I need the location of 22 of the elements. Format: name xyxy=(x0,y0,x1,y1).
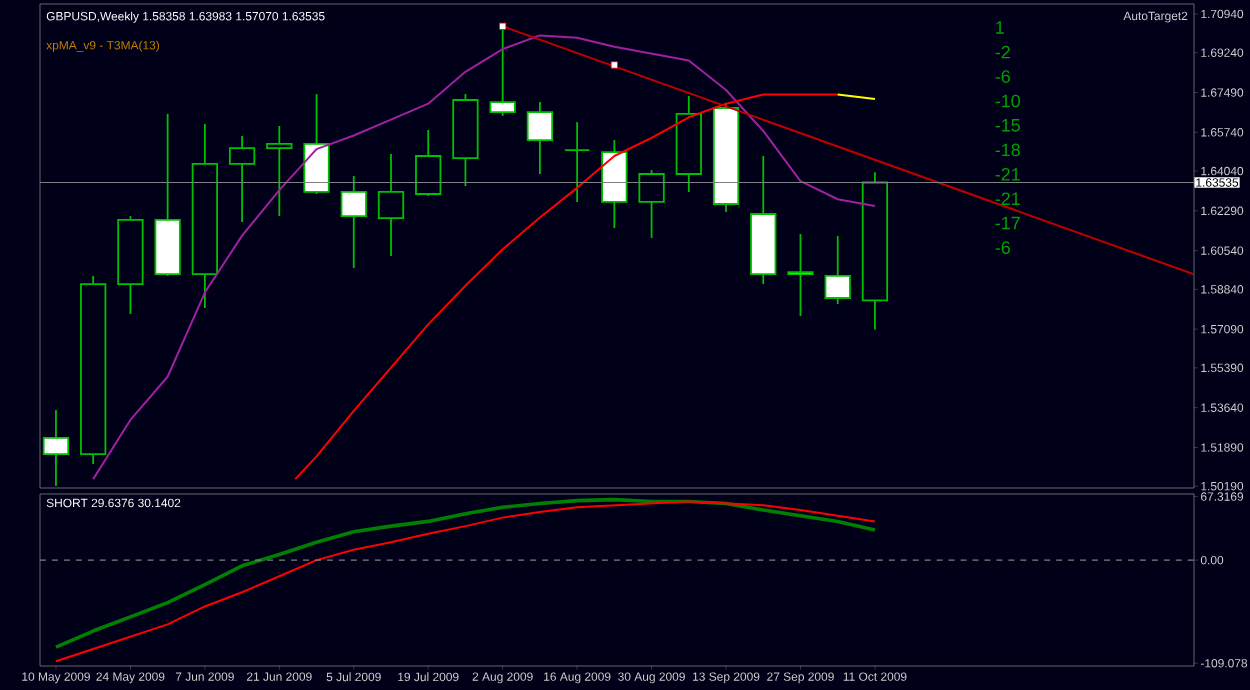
candlestick xyxy=(377,153,405,258)
annotation: -10 xyxy=(995,94,1020,108)
candlestick xyxy=(42,409,70,487)
annotation: -21 xyxy=(995,192,1020,205)
annotation: 1 xyxy=(996,21,1004,34)
annotation: -2 xyxy=(995,45,1010,59)
candlestick xyxy=(824,235,851,306)
candlestick xyxy=(228,135,256,223)
candlestick xyxy=(340,175,367,269)
annotation: -15 xyxy=(995,119,1020,132)
candlestick xyxy=(489,25,516,117)
candlestick xyxy=(526,101,554,175)
annotation: -6 xyxy=(995,70,1010,83)
candlestick xyxy=(787,233,814,317)
candlestick xyxy=(266,125,293,217)
annotation: -18 xyxy=(995,143,1020,157)
candlestick xyxy=(563,121,591,203)
candlestick xyxy=(415,129,442,197)
annotation: -17 xyxy=(995,216,1020,230)
annotation: -6 xyxy=(995,241,1010,255)
annotation: -21 xyxy=(995,167,1020,181)
candlestick xyxy=(638,169,665,239)
